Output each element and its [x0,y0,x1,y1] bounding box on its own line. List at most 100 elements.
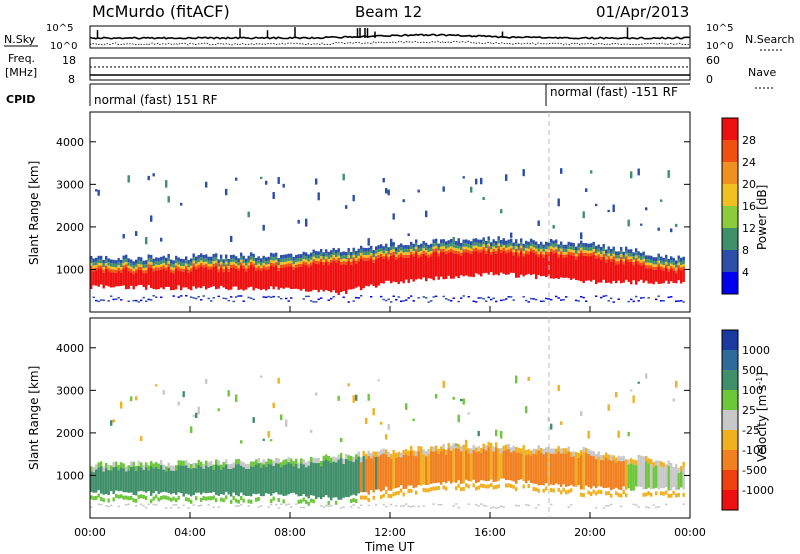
power-cell [90,263,93,266]
power-cell [425,255,428,282]
power-cell [497,243,500,246]
velocity-cell [322,455,325,461]
velocity-cell [510,483,513,488]
power-cell [385,253,388,257]
power-cell [417,297,420,299]
power-cell [622,258,625,262]
power-cell [505,244,508,248]
velocity-cell [625,493,628,498]
power-cell [232,264,235,268]
power-cell [582,296,585,299]
power-cell [325,253,328,257]
velocity-cell [285,459,288,465]
power-cell [287,253,290,258]
velocity-cell [282,459,285,465]
power-cell [527,301,530,303]
power-cell [165,257,168,262]
power-cell [337,257,340,261]
power-cell [650,259,653,263]
velocity-cell [580,455,583,490]
velocity-cell [495,442,498,448]
power-cell [287,260,290,264]
power-cell [315,251,318,255]
velocity-cell [632,459,635,465]
power-cell [530,238,533,243]
power-cell [415,252,418,280]
velocity-cell [637,506,640,508]
power-cell [572,250,575,253]
velocity-cell [335,462,338,498]
power-cell [525,250,528,254]
power-cell [267,295,270,298]
power-cell [560,251,563,255]
velocity-cell [625,464,628,490]
power-cell [315,260,318,264]
power-cell [512,299,515,301]
power-cell [580,295,583,298]
power-cell [605,294,608,297]
power-cell [190,296,193,298]
power-cell [510,245,513,249]
time-axis-ticks: 00:00 04:00 08:00 12:00 16:00 20:00 00:00 [74,306,706,539]
power-cell [642,264,645,283]
velocity-cell [565,490,568,495]
power-cell [540,241,543,246]
power-cell [147,267,150,285]
velocity-cell [347,383,350,387]
power-cell [287,257,290,261]
velocity-cell [555,448,558,454]
velocity-cell [102,466,105,472]
velocity-cell [197,406,200,415]
power-cell [462,252,465,277]
power-cell [137,301,140,303]
power-cell [285,297,288,300]
velocity-cell [325,459,328,496]
power-cell [100,263,103,266]
power-cell [362,251,365,255]
power-cell [205,254,208,259]
power-cell [680,261,683,265]
power-cell [442,295,445,298]
power-cell [250,259,253,263]
velocity-cell [275,503,278,506]
velocity-cell [477,505,480,507]
velocity-cell [607,404,610,411]
velocity-cell [257,458,260,464]
power-cell [492,251,495,276]
power-cell [130,259,133,264]
power-cell [405,257,408,280]
power-cell [247,268,250,288]
power-cell [147,264,150,268]
power-cell [285,264,288,268]
power-cell [552,253,555,279]
power-cell [417,257,420,279]
power-cell [515,246,518,249]
power-cell [407,249,410,253]
velocity-cell [112,497,115,502]
power-cell [567,245,570,250]
power-cell [405,254,408,258]
power-cell [155,267,158,271]
velocity-cell [417,451,420,486]
power-cell [645,265,648,269]
power-cell [327,261,330,265]
power-cell [630,253,633,257]
power-cell [667,268,670,272]
velocity-cell [550,448,553,454]
power-cell [170,263,173,267]
velocity-cell [97,503,100,506]
power-cell [205,267,208,290]
velocity-cell [322,460,325,497]
power-cell [547,252,550,256]
power-cell [637,251,640,256]
velocity-cell [255,497,258,502]
velocity-cell [440,446,443,452]
power-cell [210,260,213,264]
power-cell [530,251,533,276]
power-cell [577,247,580,251]
velocity-cell [517,447,520,453]
power-cell [317,264,320,293]
velocity-cell [372,451,375,457]
power-cell [522,243,525,248]
power-cell [285,267,288,288]
